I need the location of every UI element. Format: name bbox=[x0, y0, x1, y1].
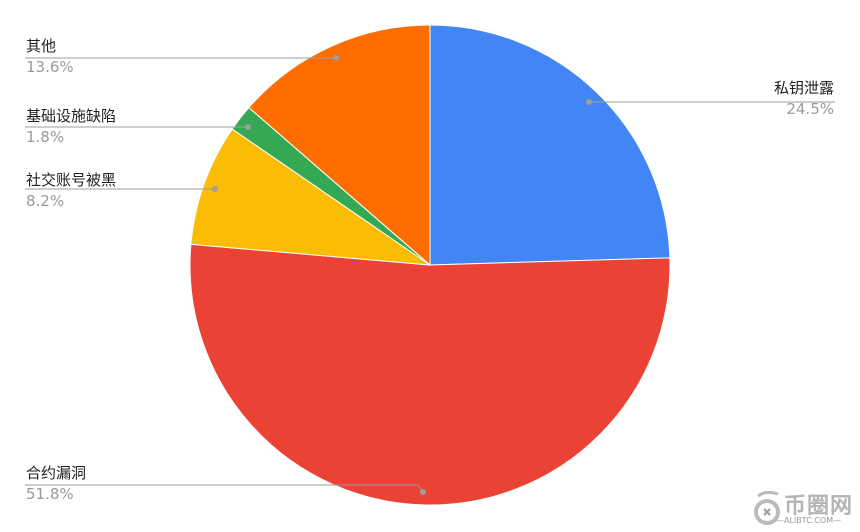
watermark-title: 币圈网 bbox=[784, 494, 854, 519]
pie-slice bbox=[189, 243, 671, 506]
leader-dot bbox=[333, 55, 339, 61]
leader-dot bbox=[586, 99, 592, 105]
pie-slice bbox=[248, 24, 431, 267]
pie-slice bbox=[429, 24, 671, 266]
slice-percent: 24.5% bbox=[786, 100, 834, 118]
slice-percent: 13.6% bbox=[26, 58, 74, 76]
slice-percent: 51.8% bbox=[26, 485, 74, 503]
pie-slice bbox=[190, 128, 432, 266]
slice-label: 私钥泄露 bbox=[774, 79, 834, 97]
leader-dot bbox=[212, 186, 218, 192]
slice-label: 基础设施缺陷 bbox=[26, 107, 116, 125]
watermark-subtitle: —ALIBTC.COM— bbox=[776, 516, 842, 525]
watermark-logo-icon bbox=[754, 490, 780, 525]
leader-dot bbox=[245, 124, 251, 130]
leader-dot bbox=[420, 489, 426, 495]
slice-label: 合约漏洞 bbox=[26, 464, 86, 482]
slice-label: 其他 bbox=[26, 37, 56, 55]
slice-percent: 1.8% bbox=[26, 128, 64, 146]
slice-percent: 8.2% bbox=[26, 192, 64, 210]
slice-label: 社交账号被黑 bbox=[26, 171, 116, 189]
